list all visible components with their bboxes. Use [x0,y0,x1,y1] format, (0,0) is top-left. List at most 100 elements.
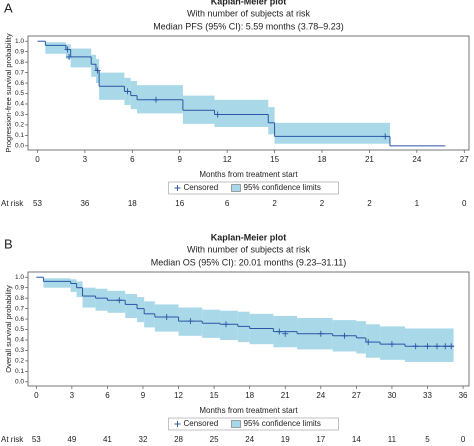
confidence-band [125,293,138,319]
at-risk-count: 5 [425,435,430,444]
chart-subtitle: With number of subjects at risk [187,8,311,18]
legend-censor-symbol [174,185,181,191]
at-risk-count: 16 [175,199,184,208]
x-tick-label: 12 [223,155,232,164]
confidence-band [130,80,138,110]
x-tick-label: 18 [245,391,254,400]
at-risk-count: 24 [245,435,254,444]
at-risk-count: 53 [33,199,42,208]
confidence-band [70,48,92,68]
legend-label: 95% confidence limits [244,183,321,192]
chart-subtitle: With number of subjects at risk [187,244,311,254]
km-panel: B Kaplan-Meier plot With number of subject… [1,232,470,444]
confidence-band [268,107,275,135]
legend-label: Censored [184,183,219,192]
confidence-band [365,324,381,358]
y-tick-label: 0.2 [15,358,24,365]
at-risk-count: 18 [128,199,137,208]
at-risk-count: 2 [367,199,372,208]
censor-mark [433,343,440,350]
confidence-band [137,85,183,114]
y-tick-label: 0.3 [15,347,24,354]
y-tick-label: 1.0 [15,274,24,281]
at-risk-count: 17 [316,435,325,444]
plot-frame [27,35,470,151]
censor-mark [163,313,170,320]
confidence-band [220,310,238,340]
chart-subtitle: Median PFS (95% CI): 5.59 months (3.78–9… [153,21,344,31]
censor-mark [388,341,395,348]
x-tick-label: 0 [35,155,40,164]
panel-label: A [4,0,13,15]
confidence-band [65,44,71,60]
censor-mark [412,343,419,350]
x-tick-label: 9 [141,391,146,400]
x-tick-label: 15 [270,155,279,164]
panel-label: B [4,236,13,251]
y-tick-label: 0.1 [15,132,24,139]
x-tick-label: 24 [316,391,325,400]
censor-mark [424,343,431,350]
censor-mark [341,332,348,339]
y-axis-label: Progression-free survival probability [4,33,13,152]
y-tick-label: 0.9 [15,48,24,55]
at-risk-count: 14 [352,435,361,444]
censor-mark [153,96,160,103]
confidence-band [82,287,96,308]
at-risk-count: 53 [32,435,41,444]
censor-mark [222,321,229,328]
at-risk-count: 41 [103,435,112,444]
y-tick-label: 0.5 [15,90,24,97]
x-tick-label: 6 [130,155,135,164]
confidence-band [182,95,215,124]
legend-label: 95% confidence limits [244,419,321,428]
confidence-band [137,297,145,323]
chart-title: Kaplan-Meier plot [211,0,287,6]
censor-mark [94,67,101,74]
legend-band-symbol [231,420,241,428]
censor-mark [442,343,449,350]
y-axis-label: Overall survival probability [4,285,13,373]
y-tick-label: 0.7 [15,305,24,312]
confidence-band [249,313,274,345]
x-tick-label: 3 [70,391,75,400]
x-tick-label: 21 [365,155,374,164]
at-risk-count: 25 [210,435,219,444]
confidence-band [43,278,71,288]
y-tick-label: 0.0 [15,143,24,150]
confidence-band [95,288,108,311]
confidence-band [45,42,66,54]
legend-label: Censored [184,419,219,428]
censor-mark [365,339,372,346]
y-tick-label: 0.7 [15,69,24,76]
confidence-band [202,309,221,338]
censor-mark [317,330,324,337]
confidence-band [214,99,269,127]
y-tick-label: 0.3 [15,111,24,118]
x-tick-label: 18 [318,155,327,164]
censor-mark [214,111,221,118]
legend-box [168,181,339,195]
confidence-band [380,326,405,360]
censor-mark [124,88,131,95]
confidence-band [107,290,126,313]
legend-band-symbol [231,184,241,192]
x-tick-label: 9 [178,155,183,164]
censor-mark [282,330,289,337]
at-risk-count: 11 [388,435,397,444]
at-risk-count: 0 [462,199,467,208]
at-risk-count: 36 [80,199,89,208]
at-risk-label: At risk [1,199,24,208]
censor-mark [187,318,194,325]
x-axis-label: Months from treatment start [199,170,298,179]
at-risk-count: 19 [281,435,290,444]
at-risk-count: 2 [320,199,325,208]
confidence-band [144,301,155,328]
at-risk-count: 0 [461,435,466,444]
x-tick-label: 3 [83,155,88,164]
x-tick-label: 12 [174,391,183,400]
y-tick-label: 0.0 [15,379,24,386]
plot-frame [27,271,470,387]
confidence-band [404,328,454,362]
y-tick-label: 0.6 [15,316,24,323]
